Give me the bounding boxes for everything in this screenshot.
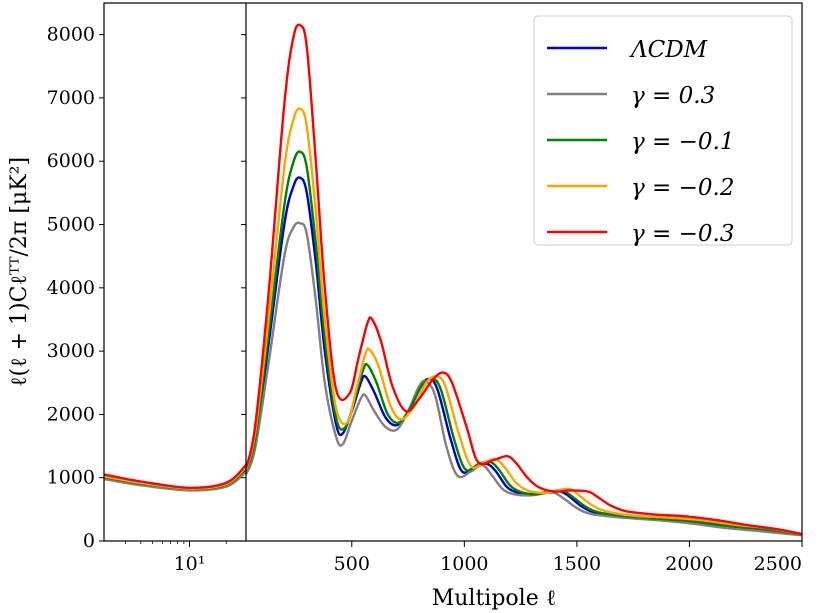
y-tick-label: 2000 — [47, 403, 95, 425]
y-tick-label: 5000 — [47, 214, 95, 236]
series-lines — [104, 23, 802, 537]
series-line-low-1 — [104, 471, 246, 492]
legend-label-1: γ = 0.3 — [631, 83, 715, 109]
x-tick-label-low: 10¹ — [174, 553, 206, 575]
x-tick-label-high: 1000 — [440, 553, 488, 575]
legend: ΛCDM γ = 0.3 γ = −0.1 γ = −0.2 γ = −0.3 — [533, 15, 793, 247]
y-tick-label: 7000 — [47, 87, 95, 109]
legend-box — [533, 15, 793, 246]
legend-label-4: γ = −0.3 — [631, 221, 735, 247]
x-tick-label-high: 2500 — [754, 553, 802, 575]
y-tick-label: 3000 — [47, 340, 95, 362]
legend-label-0: ΛCDM — [629, 37, 709, 63]
y-tick-label: 4000 — [47, 277, 95, 299]
y-tick-label: 0 — [83, 530, 95, 552]
series-line-high-2 — [246, 150, 802, 536]
y-tick-label: 8000 — [47, 24, 95, 46]
x-tick-label-high: 2000 — [665, 553, 713, 575]
legend-label-3: γ = −0.2 — [631, 175, 735, 201]
x-tick-label-high: 1500 — [553, 553, 601, 575]
y-tick-label: 1000 — [47, 467, 95, 489]
y-tick-label: 6000 — [47, 150, 95, 172]
ticks: 0 1000 2000 3000 4000 5000 6000 7000 8000 10¹ 500 1… — [47, 24, 803, 575]
series-line-low-4 — [104, 464, 246, 490]
x-axis-label: Multipole ℓ — [432, 586, 557, 611]
x-tick-label-high: 500 — [334, 553, 370, 575]
series-line-high-4 — [246, 23, 802, 536]
y-axis-label: ℓ(ℓ + 1)Cℓᵀᵀ/2π [μK²] — [7, 157, 32, 387]
legend-label-2: γ = −0.1 — [631, 129, 735, 155]
plot-frame — [103, 2, 803, 542]
axes — [103, 2, 803, 542]
